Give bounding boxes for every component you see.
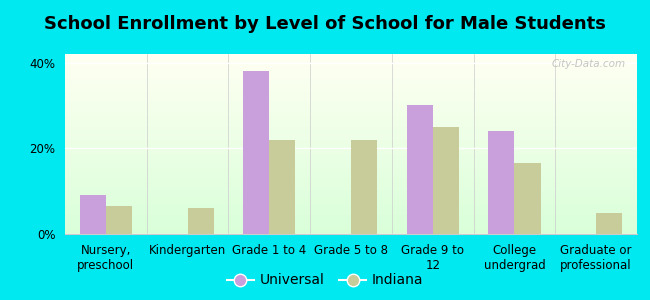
Bar	[80, 195, 106, 234]
Bar	[406, 105, 433, 234]
Text: City-Data.com: City-Data.com	[551, 59, 625, 69]
Bar	[188, 208, 214, 234]
Bar	[269, 140, 296, 234]
Bar	[514, 163, 541, 234]
Text: School Enrollment by Level of School for Male Students: School Enrollment by Level of School for…	[44, 15, 606, 33]
Bar	[596, 213, 622, 234]
Bar	[433, 127, 459, 234]
Bar	[488, 131, 514, 234]
Bar	[106, 206, 132, 234]
Bar	[351, 140, 377, 234]
Bar	[243, 71, 269, 234]
Legend: Universal, Indiana: Universal, Indiana	[221, 268, 429, 293]
